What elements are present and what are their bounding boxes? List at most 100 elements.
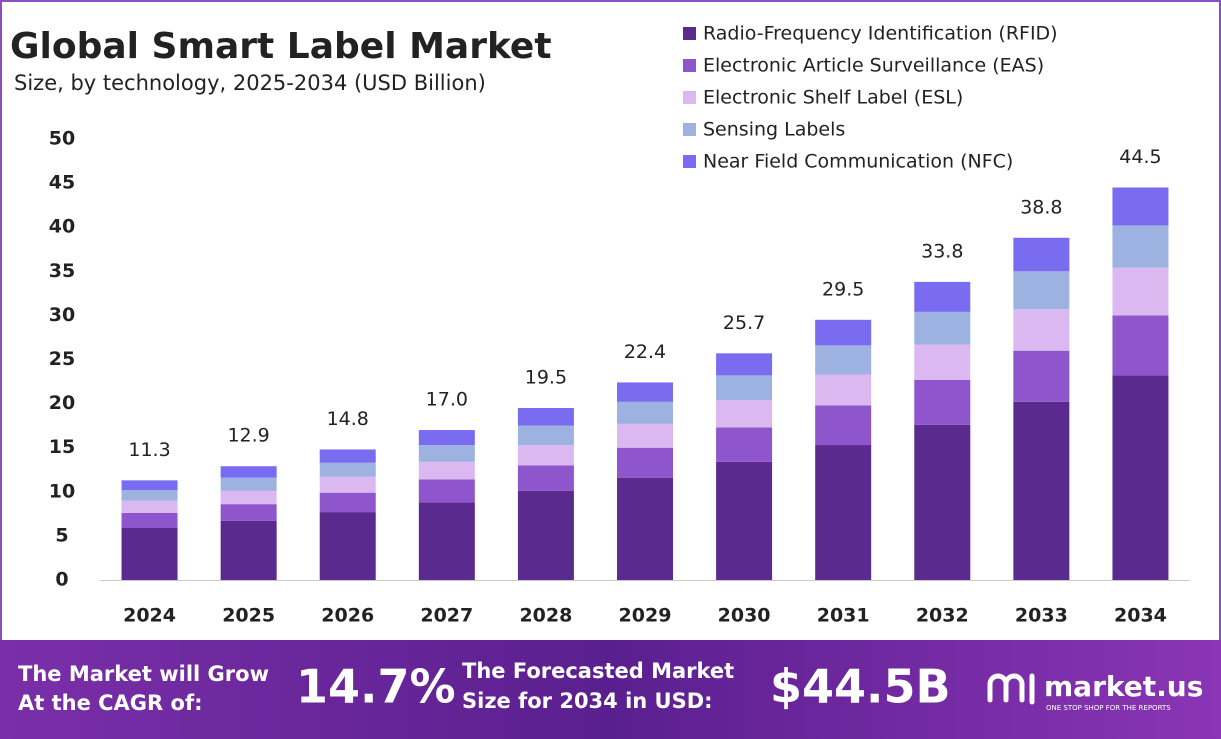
total-label: 38.8	[1020, 196, 1062, 218]
legend-swatch	[683, 155, 696, 168]
bar-segment	[517, 425, 574, 446]
bar-segment	[1013, 350, 1070, 402]
legend-swatch	[683, 27, 696, 40]
bar-segment	[1112, 315, 1169, 376]
bar-segment	[121, 480, 178, 491]
bar-segment	[617, 401, 673, 424]
y-tick-label: 5	[55, 524, 68, 546]
legend-label: Sensing Labels	[703, 119, 845, 141]
x-tick-label: 2033	[1015, 605, 1068, 627]
y-tick-label: 45	[49, 172, 75, 194]
y-tick-label: 15	[49, 436, 75, 458]
chart-title: Global Smart Label Market	[10, 26, 552, 67]
total-label: 17.0	[426, 389, 468, 411]
bar-segment	[716, 375, 773, 401]
bar-segment	[319, 449, 376, 463]
bar-segment	[517, 408, 574, 426]
bar-segment	[617, 382, 673, 402]
bar-segment	[121, 490, 178, 501]
bar-segment	[418, 479, 475, 503]
bar-segment	[1013, 271, 1070, 310]
forecast-value: $44.5B	[770, 660, 951, 714]
bar-segment	[1013, 237, 1070, 272]
bar-segment	[617, 477, 673, 580]
brand-tagline: ONE STOP SHOP FOR THE REPORTS	[1046, 704, 1171, 712]
legend-label: Radio-Frequency Identification (RFID)	[703, 23, 1058, 45]
bar-segment	[517, 445, 574, 466]
y-tick-label: 40	[49, 216, 75, 238]
total-label: 11.3	[128, 439, 170, 461]
bar-segment	[319, 462, 376, 477]
y-tick-label: 30	[49, 304, 75, 326]
x-tick-label: 2025	[222, 605, 275, 627]
x-tick-label: 2034	[1114, 605, 1167, 627]
legend-label: Electronic Article Surveillance (EAS)	[703, 55, 1044, 77]
legend-label: Near Field Communication (NFC)	[703, 151, 1013, 173]
brand-name: market.us	[1044, 670, 1203, 703]
bar-segment	[716, 427, 773, 462]
bar-segment	[815, 319, 872, 346]
bar-segment	[815, 405, 872, 446]
bar-segment	[1112, 225, 1169, 268]
total-label: 25.7	[723, 312, 765, 334]
bar-segment	[716, 461, 773, 580]
bar-segment	[319, 512, 376, 580]
bar-segment	[220, 504, 277, 521]
bar-segment	[1013, 401, 1070, 580]
y-tick-label: 10	[49, 480, 75, 502]
bar-segment	[121, 527, 178, 580]
cagr-value: 14.7%	[296, 660, 456, 714]
bar-segment	[418, 461, 475, 480]
legend-swatch	[683, 123, 696, 136]
y-tick-label: 25	[49, 348, 75, 370]
bar-segment	[517, 465, 574, 491]
bar-segment	[815, 445, 872, 580]
forecast-text-2: Size for 2034 in USD:	[462, 689, 713, 713]
total-label: 19.5	[525, 367, 567, 389]
x-tick-label: 2026	[321, 605, 374, 627]
bar-segment	[1112, 267, 1169, 316]
bar-segment	[815, 345, 872, 375]
bar-segment	[319, 492, 376, 513]
y-tick-label: 50	[49, 128, 75, 150]
total-label: 29.5	[822, 278, 864, 300]
bar-segment	[716, 400, 773, 428]
y-tick-label: 35	[49, 260, 75, 282]
bar-segment	[220, 477, 277, 491]
bar-segment	[1013, 309, 1070, 351]
bar-segment	[517, 490, 574, 580]
bar-segment	[1112, 375, 1169, 580]
x-tick-label: 2024	[123, 605, 176, 627]
bar-segment	[121, 500, 178, 513]
brand-logo	[987, 673, 1035, 705]
bar-segment	[418, 445, 475, 462]
legend-label: Electronic Shelf Label (ESL)	[703, 87, 963, 109]
total-label: 14.8	[327, 408, 369, 430]
footer-band	[0, 640, 1221, 739]
total-label: 12.9	[227, 425, 269, 447]
bar-segment	[220, 490, 277, 505]
total-label: 22.4	[624, 341, 666, 363]
forecast-text-1: The Forecasted Market	[462, 659, 734, 683]
x-tick-label: 2032	[916, 605, 969, 627]
x-tick-label: 2027	[420, 605, 473, 627]
bar-segment	[1112, 187, 1169, 226]
bar-segment	[121, 512, 178, 528]
x-tick-label: 2029	[619, 605, 672, 627]
x-tick-label: 2030	[718, 605, 771, 627]
bar-segment	[319, 476, 376, 493]
bar-segment	[914, 424, 971, 580]
bar-segment	[914, 281, 971, 312]
bar-segment	[220, 466, 277, 478]
bar-segment	[716, 353, 773, 376]
bar-segment	[914, 311, 971, 345]
total-label: 44.5	[1119, 146, 1161, 168]
x-tick-label: 2028	[519, 605, 572, 627]
x-tick-label: 2031	[817, 605, 870, 627]
bar-segment	[418, 502, 475, 580]
bar-segment	[220, 520, 277, 580]
legend-swatch	[683, 91, 696, 104]
bar-segment	[914, 344, 971, 380]
total-label: 33.8	[921, 240, 963, 262]
